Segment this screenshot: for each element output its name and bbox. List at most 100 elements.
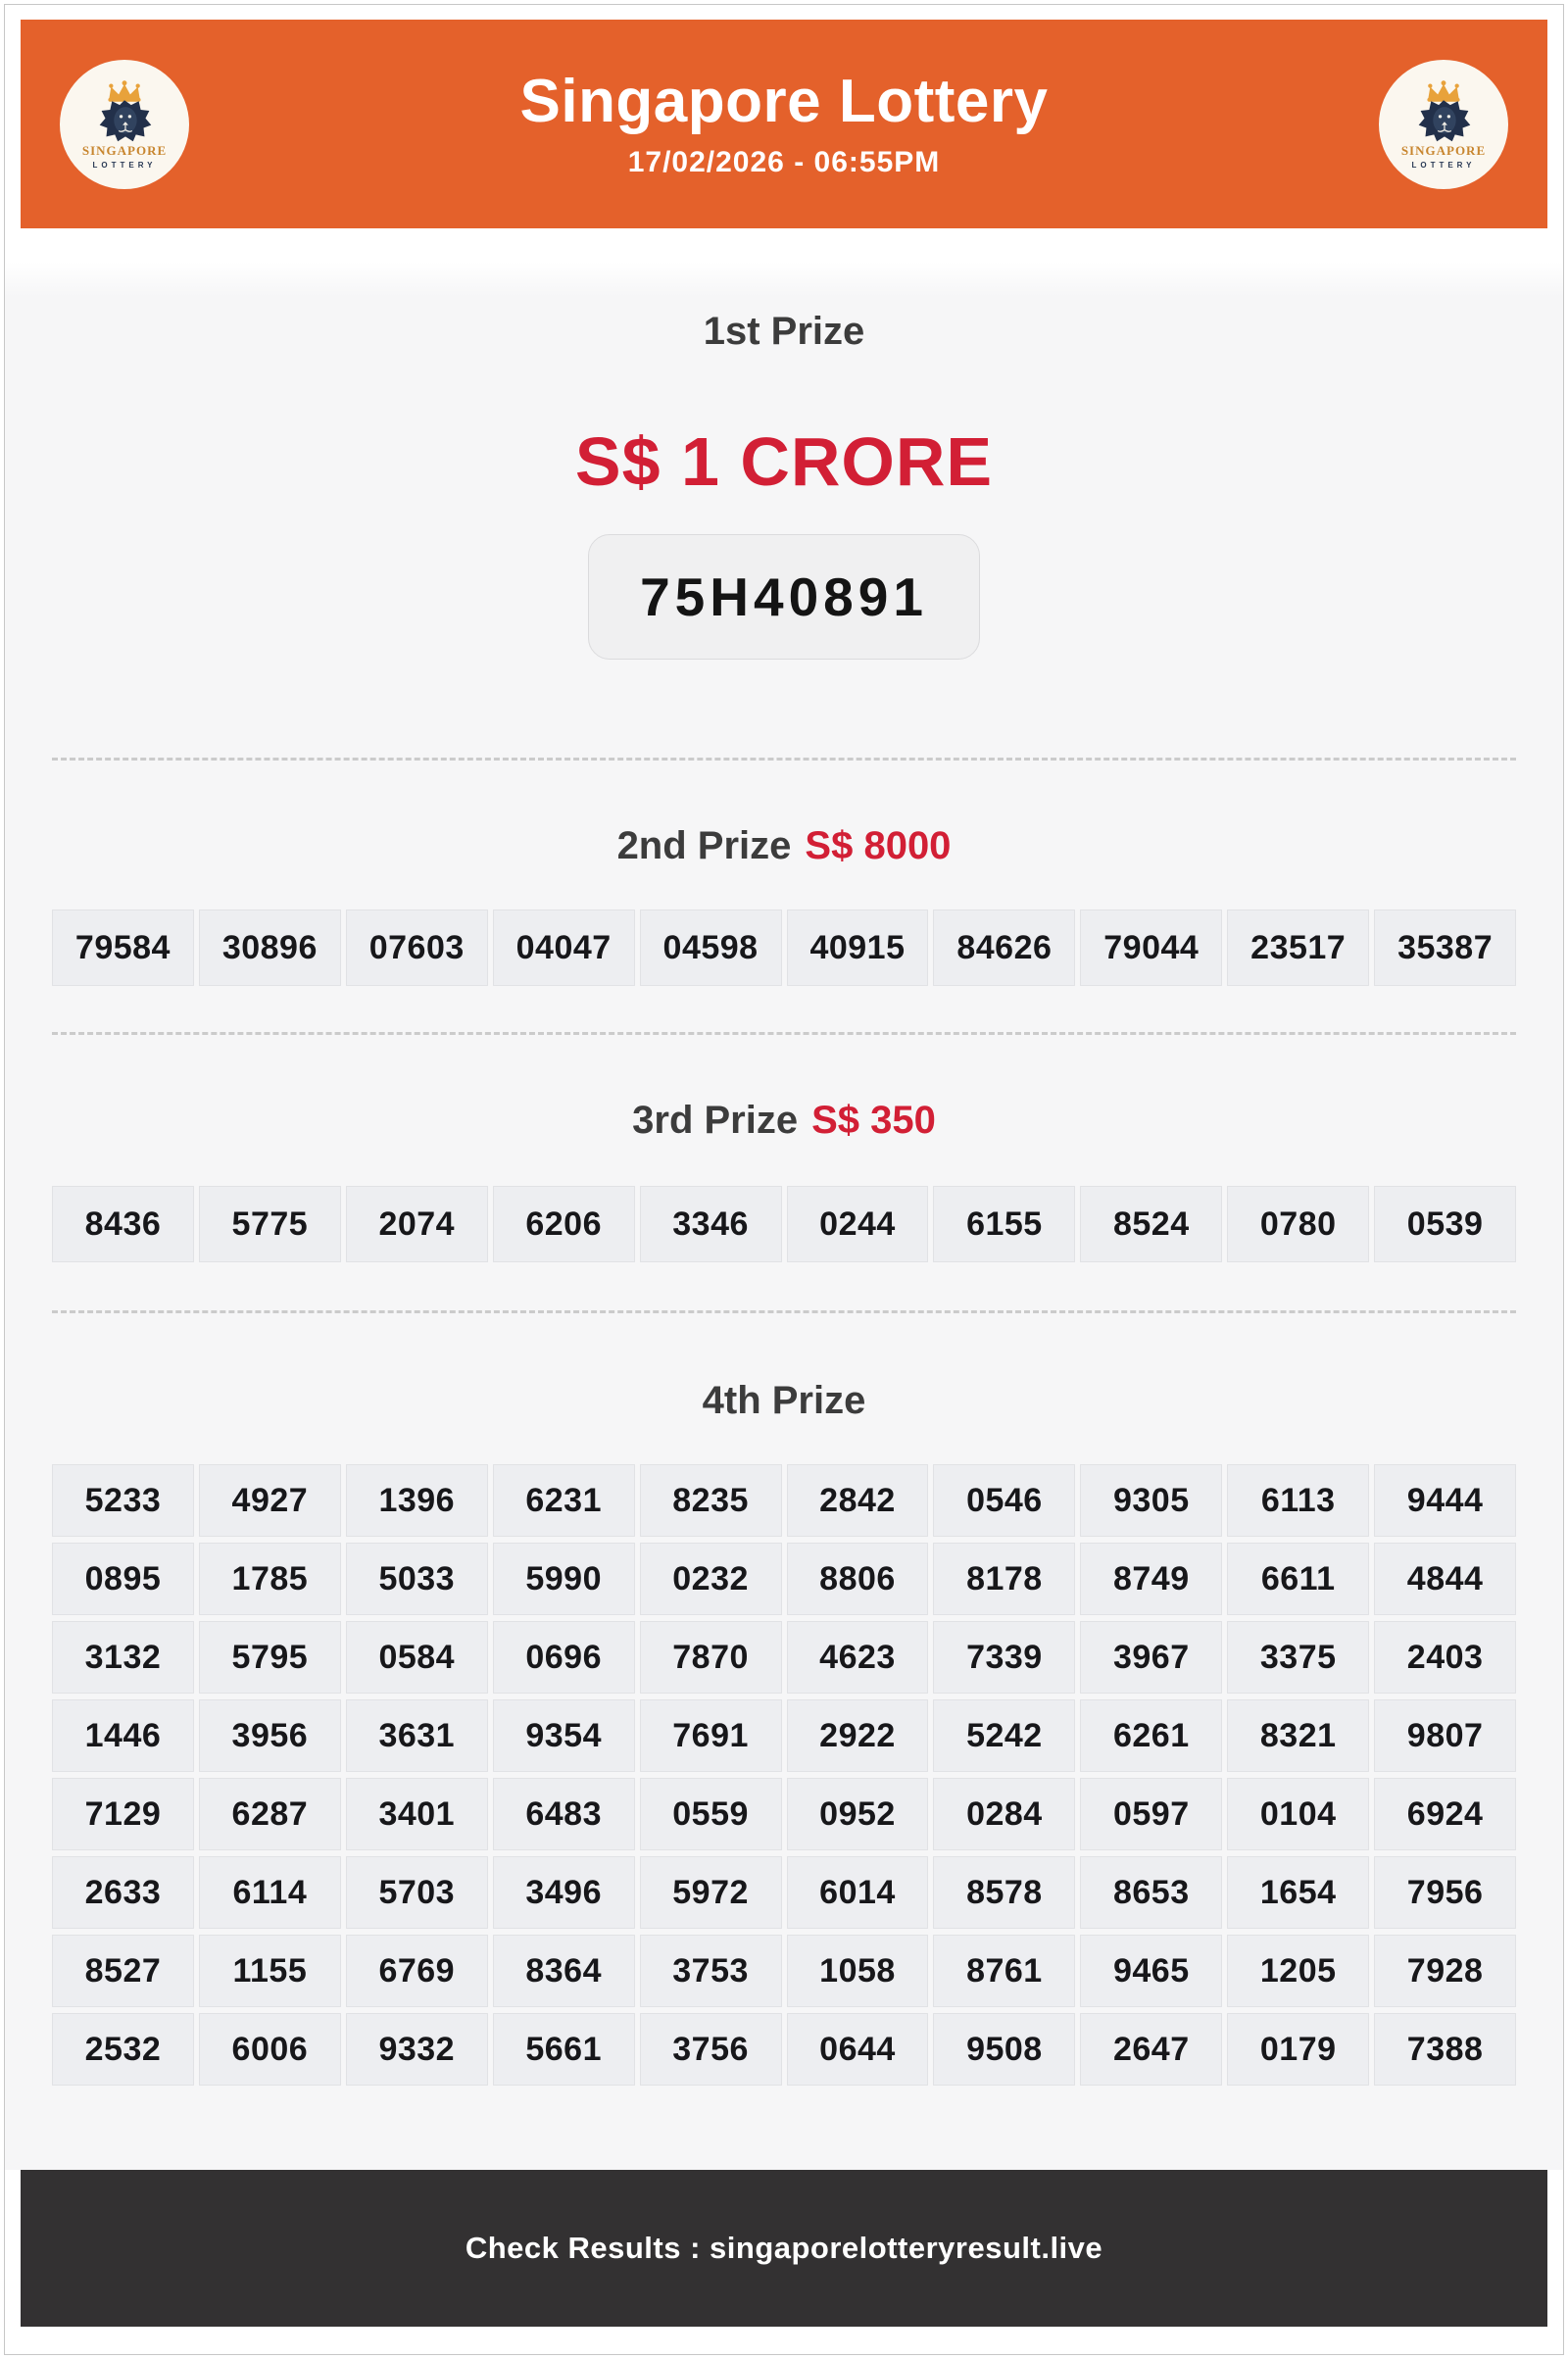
prize-number-cell: 07603 xyxy=(345,909,488,986)
prize-number-cell: 6287 xyxy=(198,1778,341,1850)
prize-number-cell: 0696 xyxy=(492,1621,635,1694)
number-row: 0895 1785 5033 5990 0232 8806 8178 8749 6611 4844 xyxy=(52,1543,1517,1615)
fourth-prize-section: 4th Prize 5233 4927 1396 6231 8235 2842 0546 93… xyxy=(5,1376,1563,2086)
prize-number-cell: 9807 xyxy=(1374,1699,1517,1772)
prize-number-cell: 6006 xyxy=(198,2013,341,2086)
draw-datetime: 17/02/2026 - 06:55PM xyxy=(627,145,941,178)
prize-number-cell: 2074 xyxy=(345,1186,488,1262)
logo-text-singapore: SINGAPORE xyxy=(81,142,168,158)
prize-number-cell: 3496 xyxy=(492,1856,635,1929)
prize-number-cell: 0895 xyxy=(52,1543,194,1615)
prize-number-cell: 5233 xyxy=(52,1464,194,1537)
first-prize-amount: S$ 1 CRORE xyxy=(574,423,994,500)
first-prize-section: 1st Prize S$ 1 CRORE 75H40891 xyxy=(5,307,1563,660)
prize-number-cell: 3956 xyxy=(198,1699,341,1772)
logo-text-singapore: SINGAPORE xyxy=(1400,142,1487,158)
prize-number-cell: 3967 xyxy=(1080,1621,1223,1694)
prize-number-cell: 3132 xyxy=(52,1621,194,1694)
prize-number-cell: 6014 xyxy=(786,1856,929,1929)
prize-number-cell: 2633 xyxy=(52,1856,194,1929)
prize-number-cell: 79044 xyxy=(1080,909,1223,986)
prize-number-cell: 3375 xyxy=(1227,1621,1370,1694)
prize-number-cell: 2647 xyxy=(1080,2013,1223,2086)
prize-number-cell: 4623 xyxy=(786,1621,929,1694)
number-row: 1446 3956 3631 9354 7691 2922 5242 6261 8321 9807 xyxy=(52,1699,1517,1772)
header-banner: SINGAPORE LOTTERY Singapore Lottery 17/0… xyxy=(21,20,1547,228)
prize-number-cell: 1396 xyxy=(345,1464,488,1537)
prize-number-cell: 4927 xyxy=(198,1464,341,1537)
prize-number-cell: 6231 xyxy=(492,1464,635,1537)
prize-number-cell: 0539 xyxy=(1374,1186,1517,1262)
prize-number-cell: 6924 xyxy=(1374,1778,1517,1850)
prize-number-cell: 9508 xyxy=(933,2013,1076,2086)
prize-number-cell: 5990 xyxy=(492,1543,635,1615)
prize-number-cell: 7388 xyxy=(1374,2013,1517,2086)
number-row: 5233 4927 1396 6231 8235 2842 0546 9305 6113 9444 xyxy=(52,1464,1517,1537)
results-body: 1st Prize S$ 1 CRORE 75H40891 2nd Prize … xyxy=(5,228,1563,2170)
prize-number-cell: 6769 xyxy=(345,1935,488,2007)
dashed-divider xyxy=(52,1032,1516,1035)
number-row: 8436 5775 2074 6206 3346 0244 6155 8524 0780 0539 xyxy=(52,1186,1517,1262)
prize-number-cell: 0284 xyxy=(933,1778,1076,1850)
prize-number-cell: 04047 xyxy=(492,909,635,986)
results-page: SINGAPORE LOTTERY Singapore Lottery 17/0… xyxy=(4,4,1564,2355)
number-row: 79584 30896 07603 04047 04598 40915 84626 79044… xyxy=(52,909,1517,986)
third-prize-title: 3rd Prize S$ 350 xyxy=(5,1096,1563,1145)
prize-number-cell: 79584 xyxy=(52,909,194,986)
logo-text-lottery: LOTTERY xyxy=(92,160,157,170)
prize-number-cell: 3631 xyxy=(345,1699,488,1772)
prize-number-cell: 0104 xyxy=(1227,1778,1370,1850)
prize-number-cell: 7956 xyxy=(1374,1856,1517,1929)
prize-number-cell: 7928 xyxy=(1374,1935,1517,2007)
second-prize-label: 2nd Prize xyxy=(616,824,792,867)
prize-number-cell: 8653 xyxy=(1080,1856,1223,1929)
prize-number-cell: 1058 xyxy=(786,1935,929,2007)
prize-number-cell: 6261 xyxy=(1080,1699,1223,1772)
first-prize-label: 1st Prize xyxy=(703,310,865,353)
prize-number-cell: 2922 xyxy=(786,1699,929,1772)
prize-number-cell: 23517 xyxy=(1227,909,1370,986)
first-prize-number-box: 75H40891 xyxy=(588,534,980,660)
prize-number-cell: 9354 xyxy=(492,1699,635,1772)
second-prize-title: 2nd Prize S$ 8000 xyxy=(5,821,1563,870)
fourth-prize-numbers: 5233 4927 1396 6231 8235 2842 0546 9305 6113 9444… xyxy=(52,1464,1517,2086)
prize-number-cell: 2842 xyxy=(786,1464,929,1537)
prize-number-cell: 0644 xyxy=(786,2013,929,2086)
prize-number-cell: 5033 xyxy=(345,1543,488,1615)
third-prize-numbers: 8436 5775 2074 6206 3346 0244 6155 8524 0780 0539 xyxy=(52,1186,1517,1262)
prize-number-cell: 1785 xyxy=(198,1543,341,1615)
prize-number-cell: 8321 xyxy=(1227,1699,1370,1772)
prize-number-cell: 84626 xyxy=(933,909,1076,986)
prize-number-cell: 1205 xyxy=(1227,1935,1370,2007)
number-row: 2532 6006 9332 5661 3756 0644 9508 2647 0179 7388 xyxy=(52,2013,1517,2086)
prize-number-cell: 0179 xyxy=(1227,2013,1370,2086)
prize-number-cell: 7339 xyxy=(933,1621,1076,1694)
fourth-prize-title: 4th Prize xyxy=(5,1376,1563,1425)
prize-number-cell: 0780 xyxy=(1227,1186,1370,1262)
logo-left: SINGAPORE LOTTERY xyxy=(60,59,189,189)
third-prize-amount: S$ 350 xyxy=(811,1099,936,1142)
prize-number-cell: 8178 xyxy=(933,1543,1076,1615)
page-title: Singapore Lottery xyxy=(519,67,1049,135)
prize-number-cell: 8235 xyxy=(639,1464,782,1537)
prize-number-cell: 6611 xyxy=(1227,1543,1370,1615)
prize-number-cell: 3756 xyxy=(639,2013,782,2086)
dashed-divider xyxy=(52,1310,1516,1313)
prize-number-cell: 7870 xyxy=(639,1621,782,1694)
prize-number-cell: 5703 xyxy=(345,1856,488,1929)
prize-number-cell: 5242 xyxy=(933,1699,1076,1772)
prize-number-cell: 8436 xyxy=(52,1186,194,1262)
prize-number-cell: 8806 xyxy=(786,1543,929,1615)
prize-number-cell: 9305 xyxy=(1080,1464,1223,1537)
prize-number-cell: 0546 xyxy=(933,1464,1076,1537)
header-center: Singapore Lottery 17/02/2026 - 06:55PM xyxy=(519,67,1049,178)
prize-number-cell: 6155 xyxy=(933,1186,1076,1262)
prize-number-cell: 8761 xyxy=(933,1935,1076,2007)
third-prize-label: 3rd Prize xyxy=(632,1099,799,1142)
prize-number-cell: 0952 xyxy=(786,1778,929,1850)
first-prize-title: 1st Prize xyxy=(5,307,1563,356)
prize-number-cell: 5795 xyxy=(198,1621,341,1694)
footer-bar: Check Results : singaporelotteryresult.l… xyxy=(21,2170,1547,2327)
prize-number-cell: 6206 xyxy=(492,1186,635,1262)
prize-number-cell: 8524 xyxy=(1080,1186,1223,1262)
